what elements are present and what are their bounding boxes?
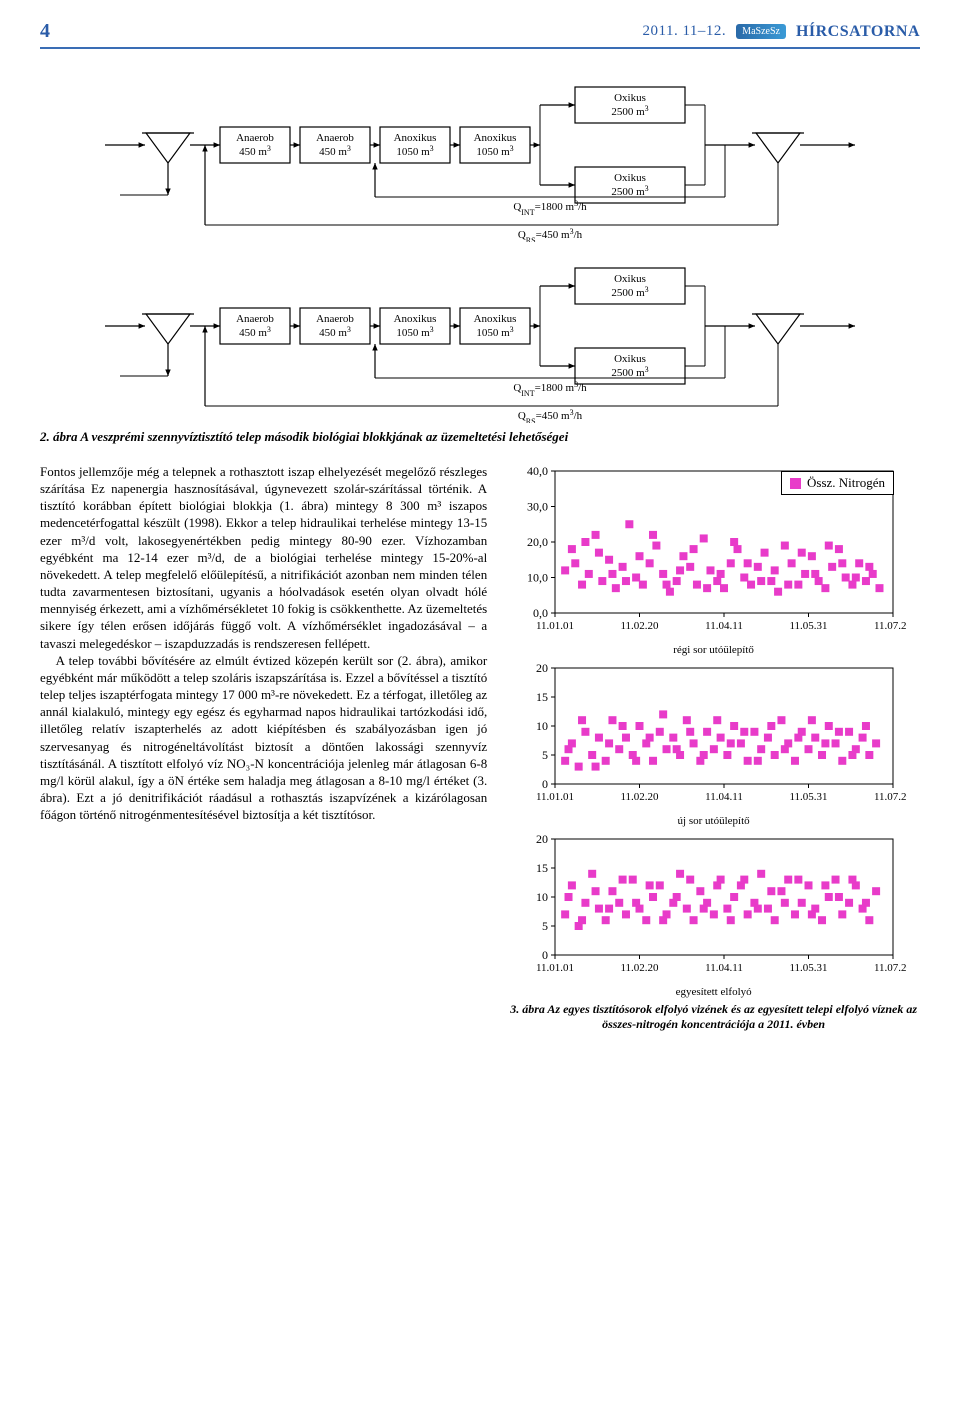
svg-text:11.05.31: 11.05.31 <box>790 620 828 632</box>
svg-text:450 m3: 450 m3 <box>239 144 271 159</box>
svg-text:450 m3: 450 m3 <box>319 144 351 159</box>
header-date: 2011. 11–12. <box>643 23 727 40</box>
legend-marker-icon <box>790 478 801 489</box>
svg-text:40,0: 40,0 <box>527 464 548 478</box>
svg-text:QRS=450 m3/h: QRS=450 m3/h <box>518 227 583 243</box>
figure-3-caption: 3. ábra Az egyes tisztítósorok elfolyó v… <box>507 1002 920 1032</box>
page-header: 4 2011. 11–12. MaSzeSz HÍRCSATORNA <box>40 20 920 49</box>
header-title: HÍRCSATORNA <box>796 23 920 41</box>
chart-1-block: 0,0 10,0 20,0 30,0 40,0 11.01.01 11.02.20 11.04… <box>507 463 920 656</box>
svg-text:2500 m3: 2500 m3 <box>611 104 648 119</box>
svg-text:20: 20 <box>536 661 548 675</box>
legend-text: Össz. Nitrogén <box>807 475 885 491</box>
svg-text:11.01.01: 11.01.01 <box>536 962 574 974</box>
svg-text:Anaerob: Anaerob <box>316 313 354 325</box>
svg-text:450 m3: 450 m3 <box>239 325 271 340</box>
svg-text:Oxikus: Oxikus <box>614 273 646 285</box>
svg-text:11.05.31: 11.05.31 <box>790 791 828 803</box>
svg-text:Oxikus: Oxikus <box>614 172 646 184</box>
chart-2-sublabel: új sor utóülepítő <box>507 815 920 827</box>
svg-text:QRS=450 m3/h: QRS=450 m3/h <box>518 408 583 424</box>
chart-1-sublabel: régi sor utóülepítő <box>507 644 920 656</box>
content-columns: Fontos jellemzője még a telepnek a rotha… <box>40 463 920 1032</box>
svg-text:QINT=1800 m3/h: QINT=1800 m3/h <box>513 380 587 398</box>
flow-diagram-1: Anaerob450 m3Anaerob450 m3Anoxikus1050 m… <box>100 67 860 242</box>
svg-text:11.04.11: 11.04.11 <box>705 791 743 803</box>
svg-text:11.04.11: 11.04.11 <box>705 620 743 632</box>
svg-text:2500 m3: 2500 m3 <box>611 365 648 380</box>
svg-text:QINT=1800 m3/h: QINT=1800 m3/h <box>513 199 587 217</box>
svg-text:15: 15 <box>536 861 548 875</box>
svg-text:11.02.20: 11.02.20 <box>621 962 660 974</box>
svg-text:Anaerob: Anaerob <box>236 132 274 144</box>
svg-text:11.07.20: 11.07.20 <box>874 962 907 974</box>
svg-text:11.02.20: 11.02.20 <box>621 791 660 803</box>
svg-text:10: 10 <box>536 890 548 904</box>
svg-text:5: 5 <box>542 919 548 933</box>
svg-text:20: 20 <box>536 832 548 846</box>
svg-text:Anoxikus: Anoxikus <box>474 132 517 144</box>
svg-text:20,0: 20,0 <box>527 535 548 549</box>
diagrams-area: Anaerob450 m3Anaerob450 m3Anoxikus1050 m… <box>40 67 920 445</box>
svg-text:450 m3: 450 m3 <box>319 325 351 340</box>
svg-text:0: 0 <box>542 777 548 791</box>
svg-text:Oxikus: Oxikus <box>614 92 646 104</box>
svg-text:2500 m3: 2500 m3 <box>611 184 648 199</box>
svg-text:30,0: 30,0 <box>527 500 548 514</box>
svg-text:11.05.31: 11.05.31 <box>790 962 828 974</box>
chart-3-sublabel: egyesített elfolyó <box>507 986 920 998</box>
svg-text:0: 0 <box>542 948 548 962</box>
chart-2-block: 0 5 10 15 20 11.01.01 11.02.20 11.04.11 11.05.31… <box>507 660 920 827</box>
logo-text: MaSzeSz <box>742 26 780 37</box>
svg-text:1050 m3: 1050 m3 <box>396 325 433 340</box>
svg-text:1050 m3: 1050 m3 <box>476 144 513 159</box>
chart-3-block: 0 5 10 15 20 11.01.01 11.02.20 11.04.11 11.05.31… <box>507 831 920 998</box>
svg-text:5: 5 <box>542 748 548 762</box>
svg-text:11.01.01: 11.01.01 <box>536 620 574 632</box>
page-number: 4 <box>40 20 50 43</box>
svg-text:2500 m3: 2500 m3 <box>611 285 648 300</box>
svg-text:Anoxikus: Anoxikus <box>394 132 437 144</box>
diagram-caption: 2. ábra A veszprémi szennyvíztisztító te… <box>40 429 920 445</box>
flow-diagram-2: Anaerob450 m3Anaerob450 m3Anoxikus1050 m… <box>100 248 860 423</box>
svg-text:Oxikus: Oxikus <box>614 353 646 365</box>
svg-text:11.01.01: 11.01.01 <box>536 791 574 803</box>
svg-text:15: 15 <box>536 690 548 704</box>
svg-text:Anaerob: Anaerob <box>316 132 354 144</box>
svg-text:Anoxikus: Anoxikus <box>394 313 437 325</box>
svg-text:11.07.20: 11.07.20 <box>874 791 907 803</box>
svg-text:11.04.11: 11.04.11 <box>705 962 743 974</box>
svg-text:11.02.20: 11.02.20 <box>621 620 660 632</box>
header-right: 2011. 11–12. MaSzeSz HÍRCSATORNA <box>643 23 920 41</box>
body-paragraph: A telep további bővítésére az elmúlt évt… <box>40 652 487 824</box>
chart-legend: Össz. Nitrogén <box>781 471 894 495</box>
svg-text:Anaerob: Anaerob <box>236 313 274 325</box>
charts-column: 0,0 10,0 20,0 30,0 40,0 11.01.01 11.02.20 11.04… <box>507 463 920 1032</box>
svg-text:0,0: 0,0 <box>533 606 548 620</box>
svg-text:1050 m3: 1050 m3 <box>476 325 513 340</box>
chart-2: 0 5 10 15 20 11.01.01 11.02.20 11.04.11 11.05.31… <box>507 660 907 812</box>
svg-text:Anoxikus: Anoxikus <box>474 313 517 325</box>
body-text-column: Fontos jellemzője még a telepnek a rotha… <box>40 463 487 1032</box>
svg-text:1050 m3: 1050 m3 <box>396 144 433 159</box>
svg-text:10,0: 10,0 <box>527 571 548 585</box>
svg-text:11.07.20: 11.07.20 <box>874 620 907 632</box>
svg-text:10: 10 <box>536 719 548 733</box>
body-paragraph: Fontos jellemzője még a telepnek a rotha… <box>40 463 487 652</box>
chart-3: 0 5 10 15 20 11.01.01 11.02.20 11.04.11 11.05.31… <box>507 831 907 983</box>
header-logo: MaSzeSz <box>736 24 786 39</box>
